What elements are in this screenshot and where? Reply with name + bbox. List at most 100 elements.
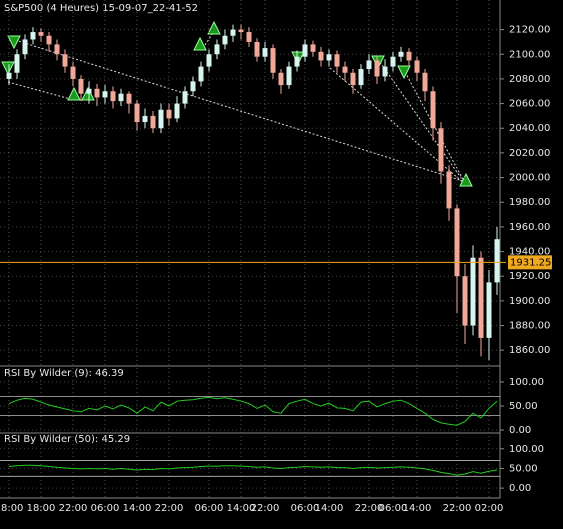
x-tick-label: 22:00 xyxy=(443,503,472,514)
y-tick-label: 0.00 xyxy=(509,483,531,494)
candle-body xyxy=(390,56,396,67)
candle-body xyxy=(326,54,332,61)
candle-body xyxy=(350,72,356,86)
y-tick-label: 1980.00 xyxy=(509,197,550,208)
candle-body xyxy=(182,91,188,104)
signal-marker xyxy=(81,86,95,101)
candle-body xyxy=(374,60,380,77)
chart-title: S&P500 (4 Heures) 15-09-07_22-41-52 xyxy=(4,3,198,14)
y-tick-label: 1940.00 xyxy=(509,247,550,258)
candle-body xyxy=(190,81,196,92)
trendline xyxy=(7,81,75,101)
rsi-line xyxy=(8,464,498,476)
candle-body xyxy=(422,72,428,92)
y-tick-label: 100.00 xyxy=(509,444,544,455)
candle-body xyxy=(30,32,36,40)
candle-body xyxy=(430,91,436,129)
candle-body xyxy=(54,44,60,55)
candle-body xyxy=(462,276,468,326)
candle-body xyxy=(294,56,300,67)
candle-body xyxy=(46,35,52,45)
candle-body xyxy=(414,60,420,73)
signal-markers xyxy=(1,20,473,187)
y-tick-label: 50.00 xyxy=(509,463,538,474)
candle-body xyxy=(214,44,220,55)
candle-body xyxy=(142,115,148,123)
x-tick-label: 22:00 xyxy=(251,503,280,514)
candle-body xyxy=(134,103,140,123)
candle-body xyxy=(278,72,284,86)
signal-marker xyxy=(1,61,15,76)
y-tick-label: 1960.00 xyxy=(509,222,550,233)
x-tick-label: 22:00 xyxy=(59,503,88,514)
candle-body xyxy=(62,54,68,67)
x-tick-label: 14:00 xyxy=(227,503,256,514)
candle-body xyxy=(174,103,180,119)
y-tick-label: 1900.00 xyxy=(509,296,550,307)
candle-body xyxy=(270,48,276,73)
trendlines xyxy=(7,29,467,186)
candle-body xyxy=(438,128,444,172)
candle-body xyxy=(478,257,484,338)
y-tick-label: 2080.00 xyxy=(509,74,550,85)
candle-body xyxy=(206,54,212,67)
candle-body xyxy=(78,78,84,94)
candle-body xyxy=(230,29,236,36)
x-tick-label: 06:00 xyxy=(379,503,408,514)
candle-body xyxy=(222,35,228,45)
trendline xyxy=(14,39,467,183)
candle-body xyxy=(110,91,116,102)
candle-body xyxy=(246,32,252,42)
x-tick-label: 18:00 xyxy=(0,503,23,514)
y-tick-label: 2000.00 xyxy=(509,173,550,184)
price-badge xyxy=(508,255,552,270)
y-tick-label: 0.00 xyxy=(509,425,531,436)
rsi-line xyxy=(8,396,498,426)
candle-body xyxy=(302,44,308,57)
trendline xyxy=(379,61,467,186)
candle-body xyxy=(166,109,172,119)
candle-body xyxy=(334,54,340,67)
trendline xyxy=(404,71,467,186)
x-tick-label: 14:00 xyxy=(123,503,152,514)
signal-marker xyxy=(207,20,221,35)
x-tick-label: 02:00 xyxy=(475,503,504,514)
y-tick-label: 2040.00 xyxy=(509,123,550,134)
y-tick-label: 100.00 xyxy=(509,377,544,388)
signal-marker xyxy=(67,86,81,101)
price-badge-label: 1931.25 xyxy=(510,257,551,268)
candle-body xyxy=(22,39,28,55)
candle-body xyxy=(86,88,92,94)
rsi-title: RSI By Wilder (50): 45.29 xyxy=(4,434,130,445)
x-tick-label: 06:00 xyxy=(291,503,320,514)
candle-body xyxy=(382,66,388,77)
x-tick-label: 06:00 xyxy=(91,503,120,514)
candle-body xyxy=(494,239,500,283)
y-tick-label: 2120.00 xyxy=(509,25,550,36)
candle-body xyxy=(118,93,124,102)
y-tick-label: 2100.00 xyxy=(509,49,550,60)
x-tick-label: 18:00 xyxy=(27,503,56,514)
x-tick-label: 14:00 xyxy=(403,503,432,514)
candle-body xyxy=(14,54,20,73)
y-tick-label: 1860.00 xyxy=(509,345,550,356)
candle-body xyxy=(102,91,108,98)
x-tick-label: 22:00 xyxy=(355,503,384,514)
panel-frames xyxy=(0,0,501,499)
rsi-title: RSI By Wilder (9): 46.39 xyxy=(4,368,124,379)
candle-body xyxy=(70,66,76,79)
candle-body xyxy=(94,88,100,98)
candle-body xyxy=(358,69,364,86)
signal-marker xyxy=(459,172,473,187)
signal-marker xyxy=(193,36,207,51)
candle-body xyxy=(446,171,452,209)
candle-body xyxy=(342,66,348,73)
candle-body xyxy=(126,93,132,104)
signal-marker xyxy=(7,35,21,50)
candle-body xyxy=(486,282,492,338)
candle-body xyxy=(238,29,244,33)
candle-body xyxy=(310,44,316,52)
x-tick-label: 06:00 xyxy=(195,503,224,514)
y-tick-label: 2060.00 xyxy=(509,99,550,110)
